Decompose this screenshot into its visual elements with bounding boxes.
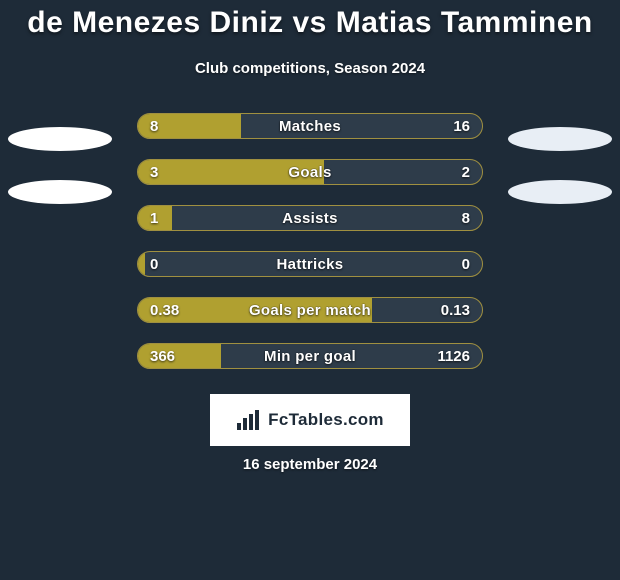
stat-rows: Matches 8 16 Goals 3 2 Assists 1 8 Hattr… (0, 113, 620, 369)
stat-row: Min per goal 366 1126 (0, 343, 620, 369)
stat-row: Goals per match 0.38 0.13 (0, 297, 620, 323)
brand-text: FcTables.com (268, 410, 384, 430)
stat-row: Assists 1 8 (0, 205, 620, 231)
brand-badge: FcTables.com (210, 394, 410, 446)
stat-value-right: 16 (453, 113, 470, 139)
stat-label: Matches (138, 114, 482, 138)
bars-icon (236, 409, 262, 431)
stat-value-right: 8 (462, 205, 470, 231)
bar-track: Assists (137, 205, 483, 231)
stat-label: Hattricks (138, 252, 482, 276)
stat-value-right: 0 (462, 251, 470, 277)
bar-track: Goals per match (137, 297, 483, 323)
stat-row: Hattricks 0 0 (0, 251, 620, 277)
stat-label: Goals per match (138, 298, 482, 322)
subtitle: Club competitions, Season 2024 (0, 60, 620, 77)
stat-value-left: 1 (150, 205, 158, 231)
stat-value-right: 1126 (437, 343, 470, 369)
stat-value-left: 3 (150, 159, 158, 185)
stat-row: Goals 3 2 (0, 159, 620, 185)
bar-track: Matches (137, 113, 483, 139)
stat-value-left: 366 (150, 343, 175, 369)
stat-row: Matches 8 16 (0, 113, 620, 139)
bar-track: Goals (137, 159, 483, 185)
date-label: 16 september 2024 (0, 456, 620, 473)
page-title: de Menezes Diniz vs Matias Tamminen (0, 0, 620, 40)
stat-label: Min per goal (138, 344, 482, 368)
bar-track: Hattricks (137, 251, 483, 277)
stat-value-left: 0 (150, 251, 158, 277)
stat-label: Assists (138, 206, 482, 230)
stat-label: Goals (138, 160, 482, 184)
stat-value-right: 0.13 (441, 297, 470, 323)
bar-track: Min per goal (137, 343, 483, 369)
stat-value-left: 0.38 (150, 297, 179, 323)
stat-value-left: 8 (150, 113, 158, 139)
stat-value-right: 2 (462, 159, 470, 185)
